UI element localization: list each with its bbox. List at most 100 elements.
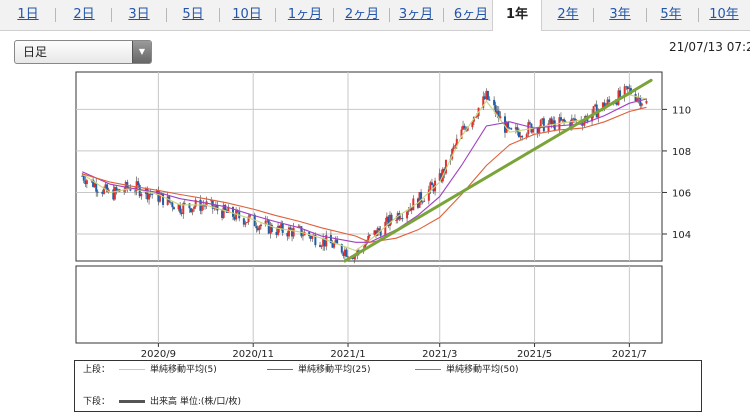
candle-up — [636, 98, 639, 102]
candle-up — [364, 244, 367, 250]
candle-up — [104, 184, 107, 188]
tab-8[interactable]: 3ヶ月 — [398, 7, 434, 22]
candle-down — [149, 193, 152, 195]
candle-down — [129, 188, 132, 191]
candle-down — [188, 203, 191, 209]
candle-down — [106, 184, 109, 192]
candle-up — [333, 243, 336, 248]
candle-up — [158, 195, 161, 202]
candle-down — [569, 121, 572, 127]
moving-average-line-1 — [81, 94, 647, 252]
candle-down — [92, 179, 95, 187]
candle-up — [301, 235, 304, 237]
candle-up — [325, 235, 328, 247]
chevron-down-icon[interactable]: ▼ — [132, 41, 151, 63]
candle-down — [233, 216, 236, 220]
tab-14[interactable]: 10年 — [709, 7, 739, 22]
candle-up — [116, 189, 119, 191]
candle-down — [497, 110, 500, 119]
candle-down — [329, 235, 332, 244]
tab-5[interactable]: 10日 — [232, 7, 262, 22]
candle-up — [160, 193, 163, 196]
candle-up — [368, 234, 371, 236]
legend-item-label: 出来高 単位:(株/口/枚) — [150, 397, 241, 407]
candle-down — [281, 223, 284, 233]
candle-down — [345, 249, 348, 257]
tab-13[interactable]: 5年 — [660, 7, 682, 22]
candle-down — [619, 90, 622, 97]
candle-period-select[interactable]: 日足 ▼ — [14, 40, 152, 64]
candle-down — [563, 119, 566, 122]
candle-up — [385, 216, 388, 222]
candle-down — [204, 205, 207, 207]
candle-up — [645, 100, 648, 104]
tab-1[interactable]: 1日 — [17, 7, 39, 22]
candle-up — [107, 189, 110, 192]
candle-up — [312, 234, 315, 236]
candle-down — [542, 118, 545, 132]
candle-up — [367, 235, 370, 242]
x-tick-label: 2021/1 — [330, 349, 365, 360]
candle-down — [639, 97, 642, 106]
legend-upper-label: 上段： — [83, 365, 111, 375]
candle-down — [96, 191, 99, 193]
chart-legend: 上段： 単純移動平均(5) 単純移動平均(25) 単純移動平均(50) 下段： 出来… — [74, 360, 702, 412]
candle-down — [508, 127, 511, 129]
tab-4[interactable]: 5日 — [182, 7, 204, 22]
tab-separator — [111, 8, 112, 22]
tab-10[interactable]: 1年 — [492, 0, 542, 31]
candle-down — [275, 231, 278, 235]
candle-down — [172, 207, 175, 210]
y-tick-label: 110 — [672, 105, 691, 116]
tab-7[interactable]: 2ヶ月 — [344, 7, 380, 22]
candle-down — [510, 128, 513, 130]
candle-down — [286, 232, 289, 237]
candle-down — [420, 192, 423, 202]
tab-11[interactable]: 2年 — [557, 7, 579, 22]
tab-9[interactable]: 6ヶ月 — [453, 7, 489, 22]
x-tick-label: 2020/9 — [141, 349, 176, 360]
candle-up — [113, 187, 116, 200]
candle-down — [267, 220, 270, 234]
legend-item-ma-2: 単純移動平均(25) — [267, 363, 370, 377]
candle-up — [102, 187, 105, 194]
tab-separator — [389, 8, 390, 22]
x-tick-label: 2021/7 — [612, 349, 647, 360]
candle-down — [483, 96, 486, 100]
candle-down — [169, 201, 172, 203]
candle-up — [640, 103, 643, 106]
candle-up — [637, 97, 640, 99]
candle-up — [191, 208, 194, 213]
tab-3[interactable]: 3日 — [128, 7, 150, 22]
candle-down — [242, 218, 245, 225]
candle-down — [278, 225, 281, 229]
candle-period-value: 日足 — [23, 45, 48, 59]
candle-up — [123, 190, 126, 192]
tab-12[interactable]: 3年 — [609, 7, 631, 22]
candle-down — [270, 224, 273, 232]
tab-2[interactable]: 2日 — [73, 7, 95, 22]
candle-up — [412, 198, 415, 211]
candle-down — [137, 181, 140, 186]
tab-6[interactable]: 1ヶ月 — [287, 7, 323, 22]
candle-up — [438, 173, 441, 181]
candle-up — [311, 235, 314, 239]
candle-up — [166, 196, 169, 205]
candle-down — [300, 226, 303, 237]
candle-up — [527, 122, 530, 135]
candle-up — [531, 128, 534, 133]
candle-down — [101, 191, 104, 194]
price-plot-area — [75, 71, 663, 262]
candle-up — [460, 129, 463, 139]
candle-down — [553, 120, 556, 130]
candle-down — [608, 99, 611, 102]
candle-up — [594, 104, 597, 107]
candle-up — [597, 109, 600, 118]
tab-separator — [646, 8, 647, 22]
candle-down — [134, 190, 137, 192]
candle-up — [214, 205, 217, 208]
candle-up — [591, 113, 594, 122]
candle-down — [331, 243, 334, 248]
candle-down — [398, 212, 401, 220]
price-chart: 104 106 108 110 2020/9 2020/11 2021/1 2021/3 202… — [75, 71, 691, 360]
